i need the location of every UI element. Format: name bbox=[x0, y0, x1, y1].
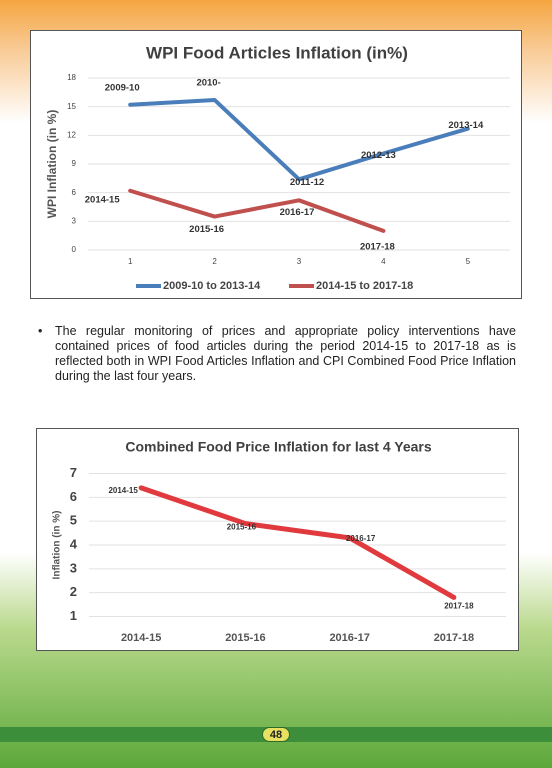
point-label: 2014-15 bbox=[85, 194, 121, 205]
y-tick-label: 18 bbox=[67, 73, 76, 82]
y-tick-label: 0 bbox=[72, 245, 77, 254]
x-tick-label: 2 bbox=[212, 257, 217, 266]
page-number: 48 bbox=[262, 727, 290, 742]
series-line bbox=[128, 188, 386, 233]
bullet-text: The regular monitoring of prices and app… bbox=[55, 324, 516, 383]
point-label: 2014-15 bbox=[108, 486, 138, 495]
y-axis-label: WPI Inflation (in %) bbox=[45, 110, 59, 219]
chart-title: WPI Food Articles Inflation (in%) bbox=[146, 43, 408, 62]
point-label: 2013-14 bbox=[448, 120, 484, 131]
point-label: 2017-18 bbox=[444, 602, 474, 611]
bullet: • bbox=[38, 324, 43, 338]
x-tick-label: 2015-16 bbox=[225, 632, 265, 644]
y-tick-label: 7 bbox=[70, 465, 77, 480]
point-label: 2017-18 bbox=[360, 241, 395, 252]
x-tick-label: 2017-18 bbox=[434, 632, 474, 644]
y-tick-label: 6 bbox=[70, 489, 77, 504]
x-tick-label: 5 bbox=[466, 257, 471, 266]
y-tick-label: 1 bbox=[70, 608, 77, 623]
legend-label: 2009-10 to 2013-14 bbox=[163, 280, 261, 292]
x-tick-label: 2016-17 bbox=[329, 632, 369, 644]
x-tick-label: 4 bbox=[381, 257, 386, 266]
y-tick-label: 2 bbox=[70, 584, 77, 599]
point-label: 2012-13 bbox=[361, 150, 396, 161]
x-tick-label: 3 bbox=[297, 257, 302, 266]
point-label: 2016-17 bbox=[280, 207, 315, 218]
y-tick-label: 3 bbox=[70, 560, 77, 575]
point-label: 2010- bbox=[196, 77, 220, 88]
y-tick-label: 9 bbox=[72, 159, 77, 168]
point-label: 2016-17 bbox=[346, 534, 376, 543]
legend-label: 2014-15 to 2017-18 bbox=[316, 280, 413, 292]
point-label: 2009-10 bbox=[105, 82, 140, 93]
x-tick-label: 1 bbox=[128, 257, 133, 266]
point-label: 2015-16 bbox=[189, 224, 224, 235]
series-line bbox=[138, 485, 457, 600]
y-tick-label: 3 bbox=[72, 216, 77, 225]
chart-title: Combined Food Price Inflation for last 4… bbox=[125, 439, 431, 455]
point-label: 2011-12 bbox=[290, 177, 324, 188]
y-tick-label: 12 bbox=[67, 130, 76, 139]
y-tick-label: 15 bbox=[67, 102, 76, 111]
x-tick-label: 2014-15 bbox=[121, 632, 161, 644]
y-tick-label: 6 bbox=[72, 188, 77, 197]
point-label: 2015-16 bbox=[227, 523, 257, 532]
cfpi-chart: Combined Food Price Inflation for last 4… bbox=[36, 428, 519, 651]
y-tick-label: 4 bbox=[70, 536, 78, 551]
wpi-chart: WPI Food Articles Inflation (in%) WPI Inf… bbox=[30, 30, 522, 299]
paragraph: • The regular monitoring of prices and a… bbox=[38, 324, 516, 384]
y-tick-label: 5 bbox=[70, 513, 77, 528]
series-line bbox=[128, 97, 470, 182]
y-axis-label: Inflation (in %) bbox=[52, 511, 63, 580]
